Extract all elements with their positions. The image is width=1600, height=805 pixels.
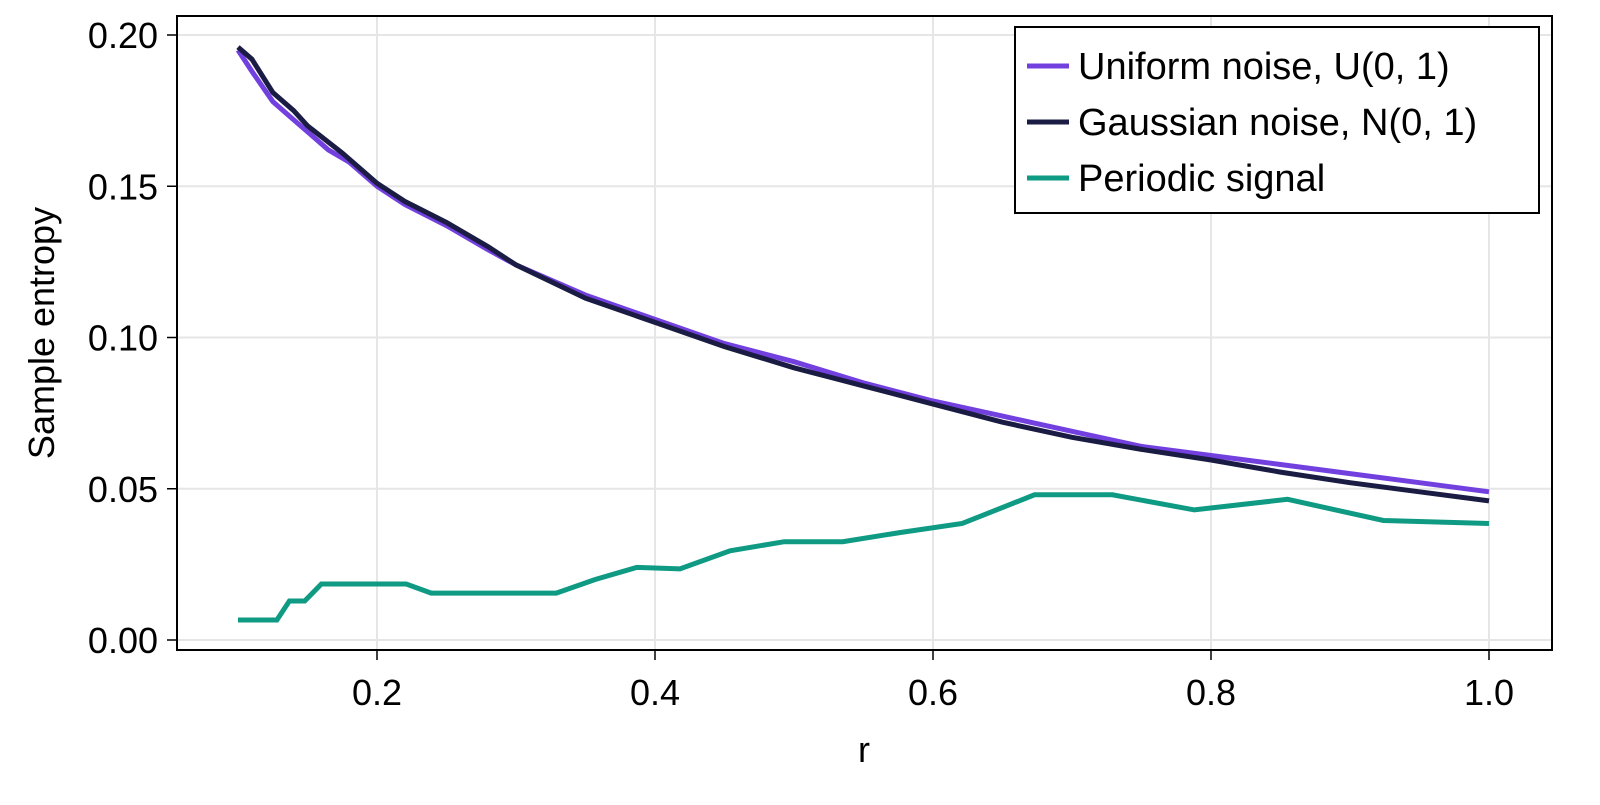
y-axis: 0.00 0.05 0.10 0.15 0.20 [88, 15, 177, 661]
y-tick-label: 0.15 [88, 166, 158, 207]
series-layer [235, 45, 1490, 623]
series-line-2 [238, 492, 1490, 623]
y-tick-label: 0.10 [88, 318, 158, 359]
x-tick-label: 1.0 [1464, 672, 1514, 713]
y-tick-label: 0.20 [88, 15, 158, 56]
legend-label: Gaussian noise, N(0, 1) [1078, 102, 1477, 144]
series-line-1 [236, 45, 1490, 504]
y-tick-label: 0.00 [88, 620, 158, 661]
x-tick-label: 0.4 [630, 672, 680, 713]
legend: Uniform noise, U(0, 1) Gaussian noise, N(… [1014, 26, 1540, 214]
series-line-0 [235, 48, 1490, 495]
plot-frame [176, 15, 1553, 651]
legend-label: Uniform noise, U(0, 1) [1078, 46, 1450, 88]
x-tick-label: 0.6 [908, 672, 958, 713]
legend-box [1014, 26, 1540, 214]
x-axis: 0.2 0.4 0.6 0.8 1.0 [352, 650, 1514, 713]
legend-label: Periodic signal [1078, 158, 1325, 200]
y-tick-label: 0.05 [88, 469, 158, 510]
x-tick-label: 0.8 [1186, 672, 1236, 713]
x-tick-label: 0.2 [352, 672, 402, 713]
y-axis-label: Sample entropy [21, 207, 62, 459]
x-axis-label: r [858, 729, 870, 770]
